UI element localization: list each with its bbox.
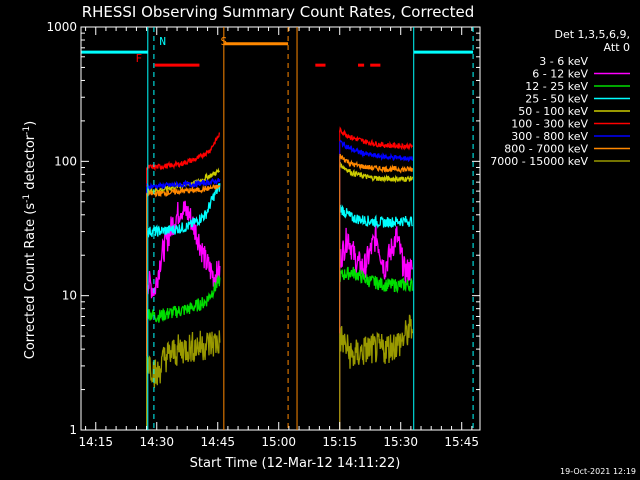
series-line [339,139,414,163]
x-tick-label: 15:30 [383,435,418,449]
legend-header-1: Det 1,3,5,6,9, [554,28,630,41]
series-line [339,204,413,229]
x-axis-label: Start Time (12-Mar-12 14:11:22) [190,456,401,471]
y-axis-label-mid: detector [23,134,38,194]
series-line [145,275,221,323]
y-axis-label: Corrected Count Rate (s-1 detector-1) [22,121,38,359]
y-tick-label: 1 [69,423,77,437]
series-line [339,266,414,294]
series-line [339,262,414,357]
y-axis-label-main: Corrected Count Rate (s [23,203,38,360]
x-tick-label: 14:15 [78,435,113,449]
series-line [339,314,414,369]
y-tick-label: 10 [62,289,77,303]
legend-label: 300 - 800 keV [511,130,588,143]
plot-area [145,126,414,431]
series-line [339,126,413,151]
flag-label-f: F [135,52,142,65]
x-tick-label: 14:30 [139,435,174,449]
flag-markers: N S F [81,27,474,430]
legend-label: 100 - 300 keV [511,118,588,131]
legend-label: 12 - 25 keV [525,80,588,93]
series-line [145,330,221,388]
y-axis-label-sup1: -1 [22,194,32,203]
plot-frame [80,26,481,431]
legend-label: 3 - 6 keV [539,55,588,68]
series-line [145,200,221,299]
legend-header-2: Att 0 [604,41,630,54]
series-line [339,153,414,174]
footer-timestamp: 19-Oct-2021 12:19 [560,467,636,476]
legend-label: 6 - 12 keV [532,68,588,81]
x-tick-label: 14:45 [200,435,235,449]
flag-label-n: N [159,35,166,48]
series-line [339,223,414,284]
legend-label: 50 - 100 keV [518,105,588,118]
legend-label: 25 - 50 keV [525,93,588,106]
legend-label: 7000 - 15000 keV [490,155,588,168]
legend-label: 800 - 7000 keV [504,143,588,156]
series-line [145,184,221,198]
y-axis-label-sup2: -1 [22,126,32,135]
chart-title: RHESSI Observing Summary Count Rates, Co… [82,3,475,21]
series-line [339,161,414,184]
y-axis-label-end: ) [23,121,38,126]
series-line [146,178,221,192]
axes: 1 10 100 1000 14:15 14:30 14:45 15:00 15:15 15:30… [46,20,481,449]
flag-label-s: S [221,35,228,48]
y-tick-label: 1000 [46,20,77,34]
y-tick-label: 100 [54,154,77,168]
series-9 [145,314,414,430]
series-line [145,183,221,238]
x-tick-label: 15:00 [261,435,296,449]
x-tick-label: 15:15 [322,435,357,449]
series-line [145,132,221,172]
x-tick-label: 15:45 [444,435,479,449]
